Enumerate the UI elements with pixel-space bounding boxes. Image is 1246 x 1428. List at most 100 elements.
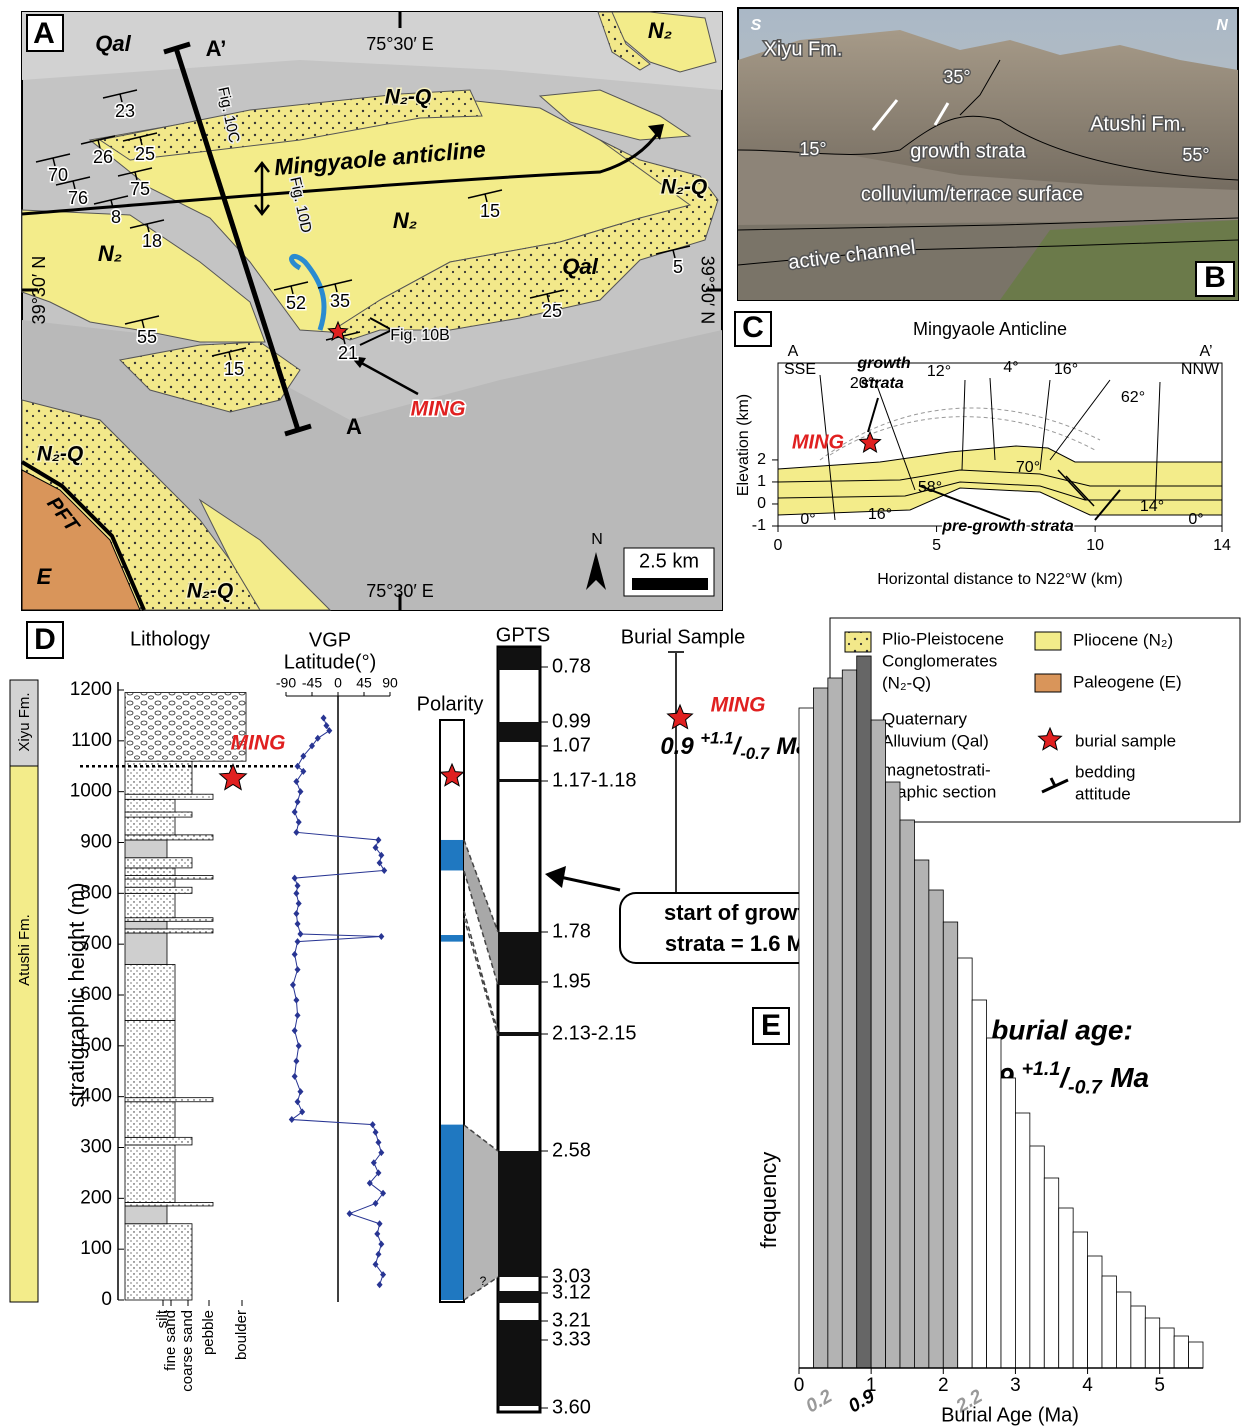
- label: MING: [231, 732, 286, 755]
- y-tick-label: 1000: [70, 781, 112, 802]
- vgp-point: [293, 997, 299, 1004]
- label: 15: [224, 359, 244, 379]
- legend-text: Paleogene (E): [1073, 672, 1182, 691]
- bed: [125, 876, 213, 880]
- bed: [125, 887, 192, 893]
- y-tick-label: 1100: [71, 730, 112, 751]
- bed: [125, 1137, 192, 1145]
- label: A: [346, 414, 362, 439]
- label: 14°: [1140, 498, 1164, 515]
- bed: [125, 965, 175, 1021]
- label: 1.17-1.18: [552, 769, 637, 791]
- label: 25: [135, 144, 155, 164]
- histogram-bar: [1073, 1232, 1087, 1368]
- label: E: [37, 564, 53, 589]
- histogram-bar: [972, 1000, 986, 1368]
- x-tick-label: 90: [382, 675, 398, 691]
- histogram-bar: [1015, 1113, 1029, 1368]
- label: 2.13-2.15: [552, 1022, 637, 1044]
- label: 15°: [799, 139, 826, 159]
- page: AQalQalA’A75°30′ E75°30′ E39°30′ N39°30′…: [0, 0, 1246, 1428]
- vgp-point: [375, 836, 381, 843]
- label: 0°: [800, 511, 815, 528]
- histogram-bar: [842, 670, 856, 1368]
- label: boulder: [233, 1310, 250, 1360]
- legend-text: Quaternary: [882, 709, 968, 728]
- legend-text: Pliocene (N₂): [1073, 630, 1173, 649]
- label: 20°: [850, 375, 874, 392]
- x-tick-label: 0: [774, 537, 783, 554]
- vgp-point: [296, 900, 302, 907]
- label: 16°: [868, 506, 892, 523]
- vgp-point: [377, 859, 383, 866]
- x-tick-label: 0: [334, 675, 342, 691]
- label: N₂-Q: [37, 443, 84, 466]
- bed: [125, 1206, 167, 1224]
- vgp-point: [292, 809, 298, 816]
- histogram-bar: [929, 890, 943, 1368]
- x-tick-label: 14: [1213, 537, 1231, 554]
- vgp-point: [295, 1098, 301, 1105]
- y-tick-label: -1: [752, 517, 766, 534]
- y-tick-label: 200: [80, 1187, 112, 1208]
- vgp-point: [381, 867, 387, 874]
- age-part: +1.1: [1022, 1058, 1061, 1080]
- vgp-point: [297, 788, 303, 795]
- sample-star: [220, 764, 247, 789]
- label: burial age:: [991, 1014, 1133, 1045]
- age-part: +1.1: [700, 729, 733, 748]
- histogram-bar: [1030, 1146, 1044, 1368]
- vgp-point: [295, 798, 301, 805]
- label: VGP: [309, 629, 351, 651]
- label: 39°30′ N: [29, 256, 49, 325]
- label: A’: [1199, 343, 1212, 360]
- label: 62°: [1121, 389, 1145, 406]
- histogram-bar: [958, 958, 972, 1368]
- histogram-bar: [943, 922, 957, 1368]
- label: 3.33: [552, 1328, 591, 1350]
- x-tick-label: 2: [938, 1375, 949, 1396]
- bed: [125, 840, 167, 858]
- age-part: -0.7: [1068, 1077, 1103, 1099]
- vgp-point: [378, 933, 384, 940]
- label: GPTS: [496, 624, 550, 646]
- vgp-point: [370, 1121, 376, 1128]
- label: A: [788, 343, 799, 360]
- vgp-point: [295, 1012, 301, 1019]
- bed: [125, 1098, 213, 1102]
- label: 55°: [1182, 145, 1209, 165]
- label: MING: [792, 431, 844, 453]
- label: N: [1216, 17, 1228, 34]
- label: 12°: [927, 363, 951, 380]
- label: Mingyaole Anticline: [913, 319, 1067, 339]
- label: 0.99: [552, 710, 591, 732]
- y-tick-label: 2: [757, 451, 766, 468]
- bed: [125, 893, 175, 917]
- histogram-bar: [1001, 1078, 1015, 1368]
- label: MING: [411, 398, 466, 421]
- cross-section: [735, 312, 1222, 526]
- bed: [125, 1102, 175, 1138]
- vgp-point: [377, 1281, 383, 1288]
- bed: [125, 835, 213, 840]
- label: 35°: [943, 67, 970, 87]
- label: strata = 1.6 Ma: [665, 931, 818, 956]
- label: N₂: [393, 208, 417, 233]
- vgp-point: [289, 1116, 295, 1123]
- label: 21: [338, 343, 358, 363]
- vgp-point: [295, 882, 301, 889]
- vgp-point: [296, 819, 302, 826]
- vgp-point: [378, 1241, 384, 1248]
- x-tick-label: -45: [302, 675, 322, 691]
- histogram-bar: [828, 678, 842, 1368]
- vgp-point: [293, 890, 299, 897]
- label: 8: [111, 207, 121, 227]
- vgp-point: [375, 1139, 381, 1146]
- label: N₂: [98, 241, 122, 266]
- label: 76: [68, 188, 88, 208]
- vgp-point: [295, 920, 301, 927]
- vgp-point: [293, 829, 299, 836]
- vgp-point: [321, 714, 327, 721]
- y-tick-label: 0: [757, 495, 766, 512]
- label: 0°: [1188, 511, 1203, 528]
